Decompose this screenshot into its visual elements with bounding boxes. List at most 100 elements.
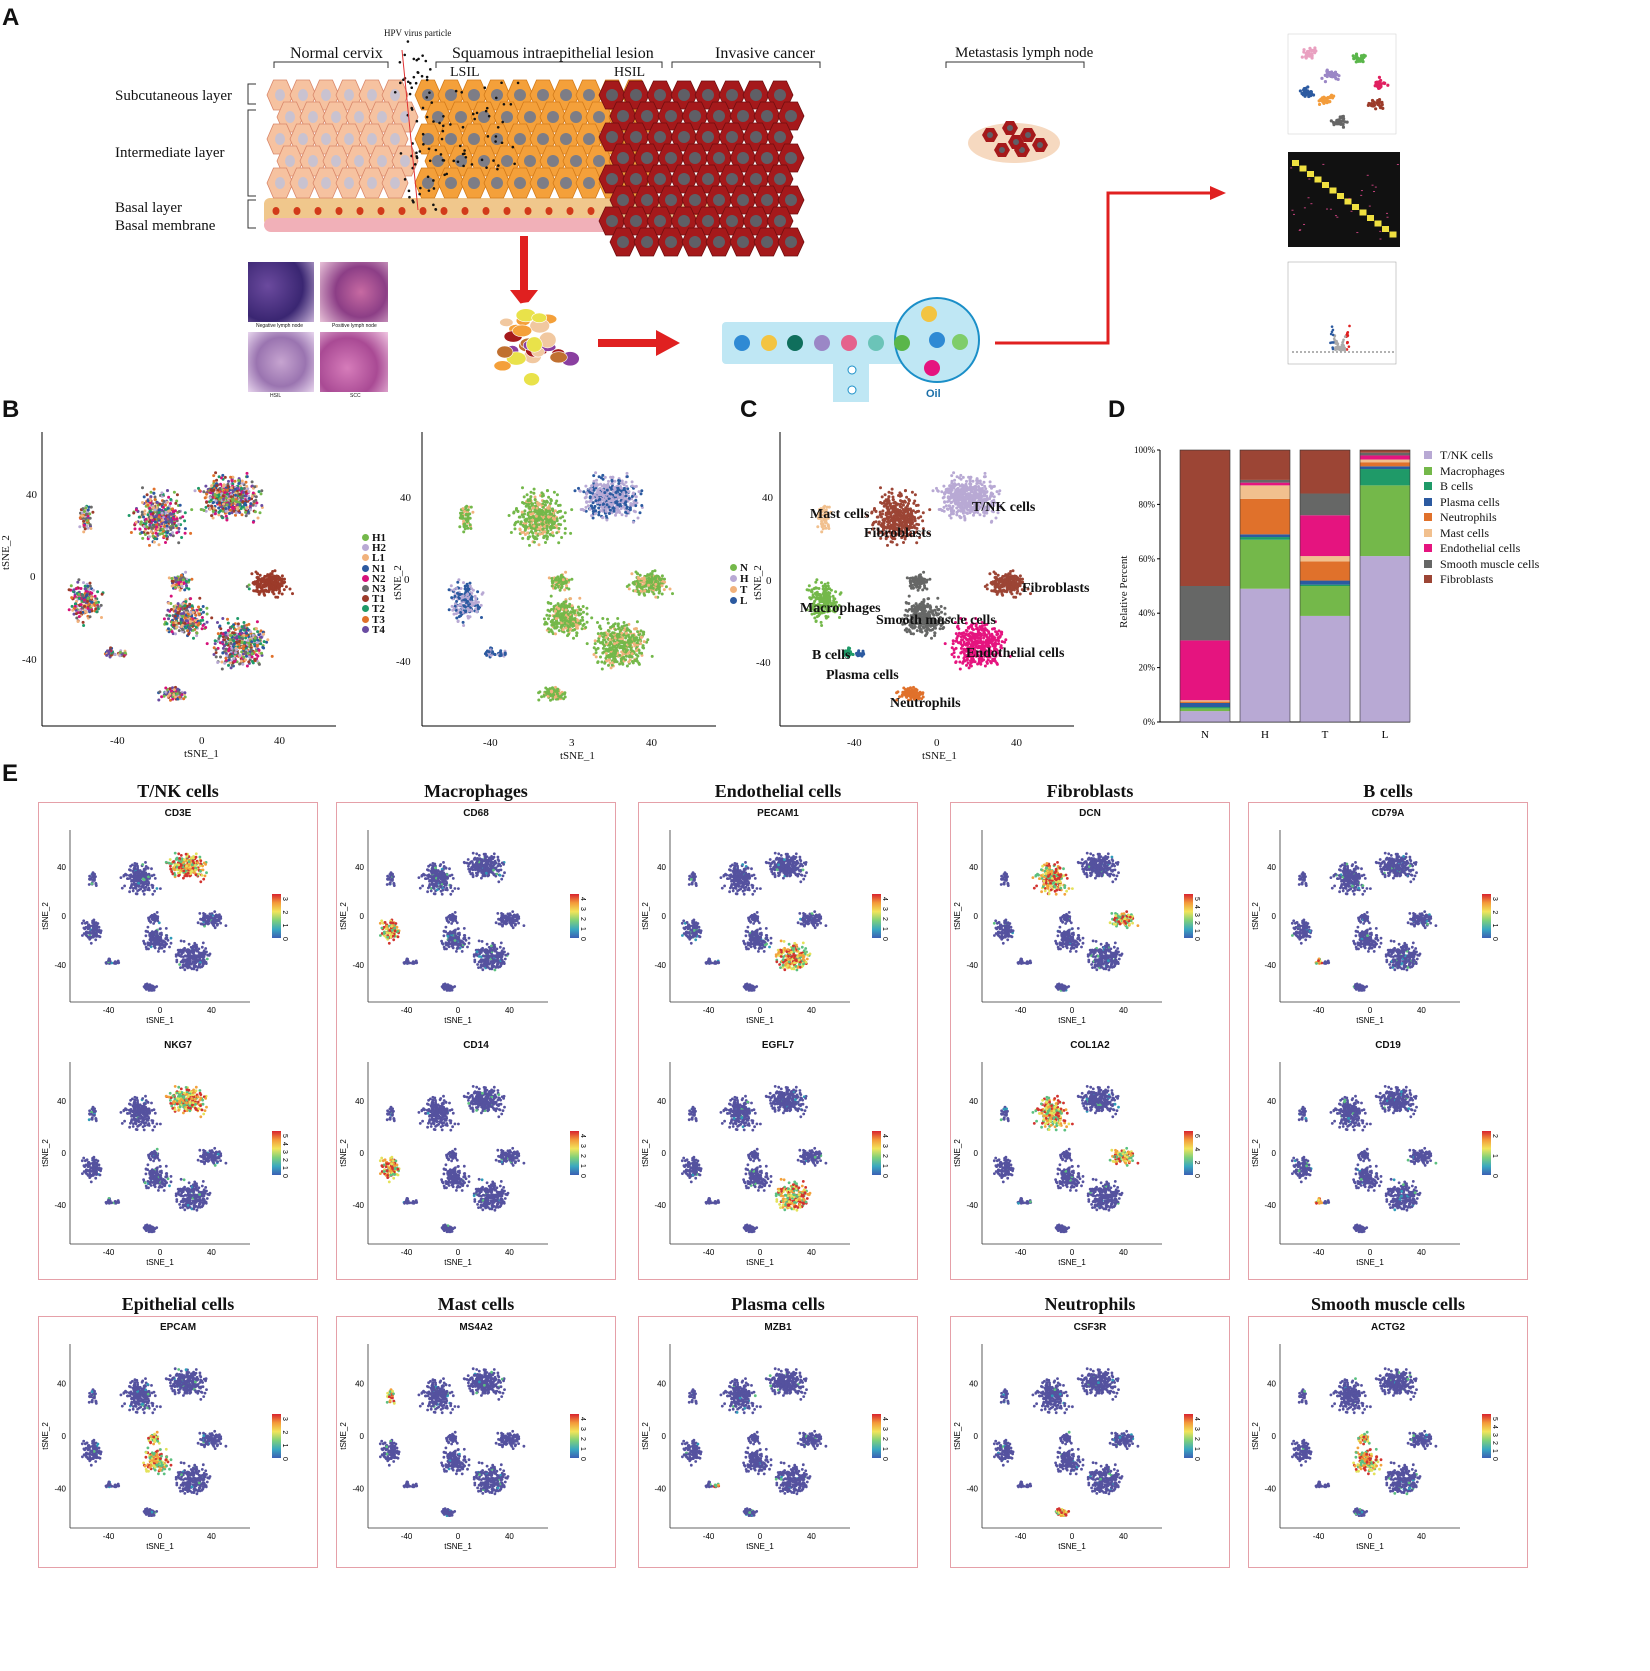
histology-hsil [248,332,314,392]
c-x-axis-label: tSNE_1 [922,750,957,762]
tsne-group-points [447,471,674,702]
c-y-tick-0: 0 [766,575,772,587]
b1-y-tick-n40: -40 [22,654,37,666]
cervix-diagram [247,33,1400,402]
b2-y-tick-40: 40 [400,492,411,504]
legend-sample-n3: N3 [362,583,385,595]
e-gene-cd14: CD14 [336,1040,616,1051]
legend-sample-t4: T4 [362,624,385,636]
b2-y-tick-0: 0 [404,574,410,586]
e-box-0 [38,802,318,1280]
e-title-3: Fibroblasts [950,781,1230,802]
bar-H-bcells [1240,537,1290,540]
bar-T-fibroblasts [1300,450,1350,494]
legend-celltype-5: Mast cells [1424,526,1489,541]
c-label-neutrophils: Neutrophils [890,696,961,712]
bar-L-neutrophils [1360,462,1410,467]
e2-title-3: Neutrophils [950,1294,1230,1315]
b1-y-tick-0: 0 [30,571,36,583]
bar-H-plasmacells [1240,534,1290,538]
d-ytick: 60% [1139,554,1156,564]
legend-sample-t1: T1 [362,593,385,605]
e-gene-pecam1: PECAM1 [638,808,918,819]
histology-caption-3: HSIL [270,393,281,399]
bar-N-plasmacells [1180,702,1230,708]
c-label-endothelial: Endothelial cells [966,646,1064,662]
panel-label-d: D [1108,396,1125,424]
bar-H-macrophages [1240,539,1290,589]
e-box-4 [1248,802,1528,1280]
bar-N-macrophages [1180,708,1230,712]
legend-celltype-0: T/NK cells [1424,448,1493,463]
bar-H-tnkcells [1240,588,1290,722]
e2-box-0 [38,1316,318,1568]
legend-group-h: H [730,573,749,585]
c-label-b-cells: B cells [812,648,851,664]
legend-group-l: L [730,595,747,607]
histology-caption-4: SCC [350,393,361,399]
e-title-2: Endothelial cells [638,781,918,802]
layer-label-basal: Basal layer [115,200,182,217]
legend-sample-t3: T3 [362,614,385,626]
e-title-4: B cells [1248,781,1528,802]
e2-gene-actg2: ACTG2 [1248,1322,1528,1333]
b1-x-tick-0: 0 [199,735,205,747]
hsil-label: HSIL [614,65,645,81]
d-ytick: 0% [1143,717,1156,727]
b2-x-axis-label: tSNE_1 [560,750,595,762]
bar-N-bcells [1180,707,1230,709]
normal-cervix-label: Normal cervix [290,45,383,63]
panel-label-c: C [740,396,757,424]
e-gene-cd19: CD19 [1248,1040,1528,1051]
oil-label: Oil [926,388,941,400]
c-y-tick-40: 40 [762,492,773,504]
legend-sample-h2: H2 [362,542,386,554]
bar-T-mastcells [1300,556,1350,562]
c-y-axis-label: tSNE_2 [752,565,764,600]
layer-label-subcutaneous: Subcutaneous layer [115,88,232,105]
legend-samples: H1 H2 L1 N1 N2 N3 T1 T2 T3 T4 [362,532,422,642]
bar-L-bcells [1360,469,1410,486]
e2-title-0: Epithelial cells [38,1294,318,1315]
bar-L-plasmacells [1360,466,1410,470]
invasive-label: Invasive cancer [715,45,815,63]
e2-title-4: Smooth muscle cells [1248,1294,1528,1315]
legend-sample-l1: L1 [362,552,385,564]
d-ytick: 80% [1139,499,1156,509]
metastasis-label: Metastasis lymph node [955,45,1093,62]
legend-celltype-4: Neutrophils [1424,510,1497,525]
e-box-3 [950,802,1230,1280]
d-xtick-H: H [1261,729,1269,741]
c-label-fibroblasts-1: Fibroblasts [864,526,931,542]
histology-caption-2: Positive lymph node [332,323,377,329]
legend-group-t: T [730,584,747,596]
e2-title-2: Plasma cells [638,1294,918,1315]
bar-N-neutrophils [1180,701,1230,703]
legend-cell-types: T/NK cells Macrophages B cells Plasma cells… [1424,448,1624,598]
c-x-tick-0: 0 [934,737,940,749]
bar-T-plasmacells [1300,580,1350,585]
layer-label-intermediate: Intermediate layer [115,145,225,162]
e2-box-2 [638,1316,918,1568]
bar-T-endothelialcells [1300,515,1350,557]
e2-title-1: Mast cells [336,1294,616,1315]
bar-N-fibroblasts [1180,450,1230,586]
legend-sample-n1: N1 [362,563,385,575]
e2-gene-ms4a2: MS4A2 [336,1322,616,1333]
hpv-label: HPV virus particle [384,28,451,38]
b2-x-tick-40: 40 [646,737,657,749]
bar-L-fibroblasts [1360,450,1410,453]
tsne-celltype-points [805,471,1032,702]
panel-label-e: E [2,760,18,788]
e-gene-egfl7: EGFL7 [638,1040,918,1051]
bar-H-mastcells [1240,485,1290,499]
e-gene-cd68: CD68 [336,808,616,819]
tsne-cell-types [779,432,1074,727]
